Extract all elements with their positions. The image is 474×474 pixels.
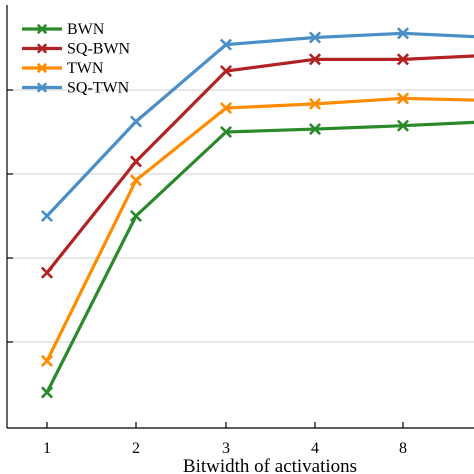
x-tick-label-8: 8 xyxy=(399,440,407,457)
series-line-bwn xyxy=(45,120,474,394)
legend: BWN SQ-BWN TWN SQ-TWN xyxy=(22,21,131,97)
series-line-twn xyxy=(45,96,474,362)
series-sq-twn-point-4 xyxy=(396,27,410,40)
x-tick-label-3: 3 xyxy=(222,440,230,457)
series-sq-bwn-point-0 xyxy=(40,266,54,279)
series-sq-twn-point-1 xyxy=(129,115,143,128)
series-sq-bwn-point-2 xyxy=(219,65,233,78)
series-bwn-point-4 xyxy=(396,119,410,132)
series-sq-twn-point-0 xyxy=(40,209,54,223)
x-tick-label-1: 1 xyxy=(43,440,51,457)
series-bwn-point-1 xyxy=(129,209,143,223)
legend-item-sq-twn: SQ-TWN xyxy=(22,80,130,97)
series-sq-twn xyxy=(40,27,474,223)
legend-label-twn: TWN xyxy=(67,60,104,77)
legend-item-bwn: BWN xyxy=(22,21,105,38)
legend-label-sq-twn: SQ-TWN xyxy=(67,80,130,97)
x-tick-label-4: 4 xyxy=(311,440,319,457)
series-sq-bwn-point-3 xyxy=(308,53,322,66)
series-line-sq-bwn xyxy=(45,54,474,274)
series-bwn-point-2 xyxy=(219,125,233,139)
series-twn-point-0 xyxy=(40,354,54,367)
series-lines xyxy=(40,27,474,399)
series-bwn xyxy=(40,119,474,399)
series-twn-point-2 xyxy=(219,102,233,115)
axes: 1 2 3 4 8 xyxy=(6,5,474,457)
series-sq-bwn-point-4 xyxy=(396,53,410,66)
legend-item-twn: TWN xyxy=(22,60,104,77)
series-sq-twn-point-2 xyxy=(219,38,233,51)
series-sq-bwn-point-1 xyxy=(129,155,143,168)
legend-item-sq-bwn: SQ-BWN xyxy=(22,41,131,58)
legend-label-bwn: BWN xyxy=(67,21,105,38)
series-sq-bwn xyxy=(40,53,474,279)
series-line-sq-twn xyxy=(45,31,474,218)
series-sq-twn-point-3 xyxy=(308,31,322,44)
series-bwn-point-0 xyxy=(40,386,54,399)
series-twn-point-1 xyxy=(129,174,143,187)
legend-label-sq-bwn: SQ-BWN xyxy=(67,41,131,58)
series-twn-point-4 xyxy=(396,92,410,105)
series-twn-point-3 xyxy=(308,97,322,110)
x-tick-label-2: 2 xyxy=(132,440,140,457)
x-axis-title: Bitwidth of activations xyxy=(183,456,357,474)
series-twn xyxy=(40,92,474,367)
series-bwn-point-3 xyxy=(308,123,322,136)
